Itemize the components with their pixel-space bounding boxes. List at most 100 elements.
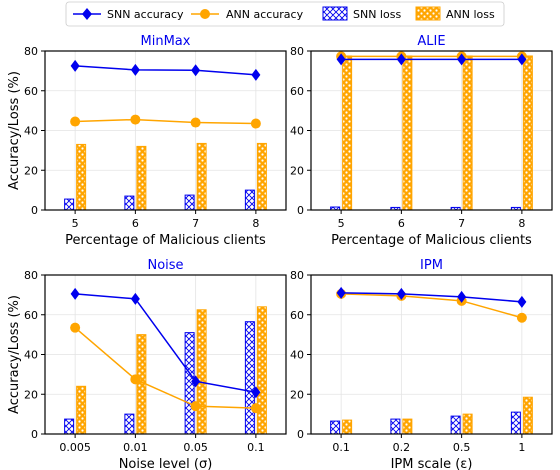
bar-ann-loss xyxy=(342,55,353,211)
x-tick-label: 0.1 xyxy=(247,441,265,454)
point-ann-accuracy xyxy=(516,312,527,323)
point-snn-accuracy xyxy=(70,287,80,300)
x-tick-label: 6 xyxy=(132,217,139,230)
legend-label-ann-accuracy: ANN accuracy xyxy=(226,8,304,21)
bar-snn-loss xyxy=(330,420,341,435)
chart-panel-noise: 0 20 40 60 80 0.005 0.01 0.05 0.1 Noise Noise leve… xyxy=(7,258,287,470)
bar-ann-loss xyxy=(522,396,533,435)
point-snn-accuracy xyxy=(517,53,527,66)
x-axis-label: Percentage of Malicious clients xyxy=(65,233,266,248)
point-ann-accuracy xyxy=(130,374,141,385)
chart-panel-alie: 0 20 40 60 80 5 6 7 8 ALIE Percentage of Malicious… xyxy=(290,34,553,248)
point-ann-accuracy xyxy=(250,118,261,129)
bar-ann-loss xyxy=(196,309,207,435)
point-snn-accuracy xyxy=(396,287,406,300)
y-tick-label: 60 xyxy=(24,309,38,322)
chart-panel-minmax: 0 20 40 60 80 5 6 7 8 MinMax Percentage of Malicio… xyxy=(7,34,287,248)
line-ann-accuracy xyxy=(341,293,523,319)
bar-ann-loss xyxy=(522,55,533,211)
y-axis-label: Accuracy/Loss (%) xyxy=(7,295,22,414)
point-snn-accuracy xyxy=(70,59,80,72)
y-tick-label: 40 xyxy=(24,349,38,362)
x-tick-label: 0.5 xyxy=(453,441,471,454)
y-tick-label: 40 xyxy=(24,125,38,138)
y-tick-label: 80 xyxy=(24,269,38,282)
x-axis-label: IPM scale (ε) xyxy=(391,457,473,470)
x-tick-label: 6 xyxy=(398,217,405,230)
x-axis-label: Percentage of Malicious clients xyxy=(331,233,532,248)
x-tick-label: 0.05 xyxy=(183,441,208,454)
point-snn-accuracy xyxy=(251,68,261,81)
bar-ann-loss xyxy=(462,413,473,435)
bar-ann-loss xyxy=(136,334,147,435)
chart-panel-ipm: 0 20 40 60 80 0.1 0.2 0.5 1 IPM IPM scale (ε) xyxy=(290,258,553,470)
y-tick-label: 20 xyxy=(24,388,38,401)
point-snn-accuracy xyxy=(251,386,261,399)
bar-ann-loss xyxy=(402,418,413,435)
y-tick-label: 40 xyxy=(290,125,304,138)
point-snn-accuracy xyxy=(457,290,467,303)
bar-ann-loss xyxy=(256,306,267,435)
y-tick-label: 60 xyxy=(24,85,38,98)
x-axis-label: Noise level (σ) xyxy=(119,457,213,470)
y-tick-label: 40 xyxy=(290,349,304,362)
y-tick-label: 60 xyxy=(290,85,304,98)
bar-snn-loss xyxy=(124,195,135,211)
x-tick-label: 0.01 xyxy=(123,441,148,454)
point-ann-accuracy xyxy=(130,114,141,125)
y-tick-label: 20 xyxy=(24,164,38,177)
bar-snn-loss xyxy=(450,415,461,435)
bar-snn-loss xyxy=(124,413,135,435)
point-snn-accuracy xyxy=(336,53,346,66)
legend-entry-snn-accuracy: SNN accuracy xyxy=(73,8,184,21)
point-snn-accuracy xyxy=(130,63,140,76)
y-tick-label: 60 xyxy=(290,309,304,322)
bar-snn-loss xyxy=(184,194,195,211)
y-tick-label: 0 xyxy=(31,428,38,441)
line-snn-accuracy xyxy=(75,65,256,76)
bar-ann-loss xyxy=(462,55,473,211)
x-tick-label: 8 xyxy=(518,217,525,230)
legend-entry-ann-accuracy: ANN accuracy xyxy=(191,8,304,21)
y-tick-label: 20 xyxy=(290,388,304,401)
y-tick-label: 0 xyxy=(31,204,38,217)
chart-title: ALIE xyxy=(417,34,445,49)
point-snn-accuracy xyxy=(191,64,201,77)
legend-label-snn-loss: SNN loss xyxy=(353,8,401,21)
bar-ann-loss xyxy=(402,55,413,211)
y-axis-label: Accuracy/Loss (%) xyxy=(7,71,22,190)
point-snn-accuracy xyxy=(336,286,346,299)
x-tick-label: 0.005 xyxy=(59,441,91,454)
point-snn-accuracy xyxy=(130,292,140,305)
point-ann-accuracy xyxy=(70,322,81,333)
bar-snn-loss xyxy=(390,418,401,435)
x-tick-label: 1 xyxy=(518,441,525,454)
y-tick-label: 0 xyxy=(297,428,304,441)
bar-snn-loss xyxy=(64,418,75,435)
bar-ann-loss xyxy=(256,142,267,211)
bar-ann-loss xyxy=(196,142,207,211)
bar-snn-loss xyxy=(244,189,255,211)
line-ann-accuracy xyxy=(74,327,256,409)
line-snn-accuracy xyxy=(341,292,522,303)
x-tick-label: 7 xyxy=(458,217,465,230)
y-tick-label: 20 xyxy=(290,164,304,177)
chart-title: IPM xyxy=(420,258,443,273)
point-snn-accuracy xyxy=(191,375,201,388)
bar-snn-loss xyxy=(510,411,521,435)
x-tick-label: 0.1 xyxy=(332,441,350,454)
chart-title: MinMax xyxy=(141,34,191,49)
x-tick-label: 5 xyxy=(72,217,79,230)
x-tick-label: 8 xyxy=(252,217,259,230)
point-snn-accuracy xyxy=(517,295,527,308)
bar-snn-loss xyxy=(64,198,75,211)
bar-snn-loss xyxy=(244,321,255,435)
bar-ann-loss xyxy=(76,385,87,435)
bar-ann-loss xyxy=(342,419,353,435)
point-ann-accuracy xyxy=(70,116,81,127)
legend: SNN accuracy ANN accuracy SNN loss ANN l… xyxy=(65,1,505,27)
point-snn-accuracy xyxy=(396,53,406,66)
y-tick-label: 80 xyxy=(24,45,38,58)
x-tick-label: 7 xyxy=(192,217,199,230)
